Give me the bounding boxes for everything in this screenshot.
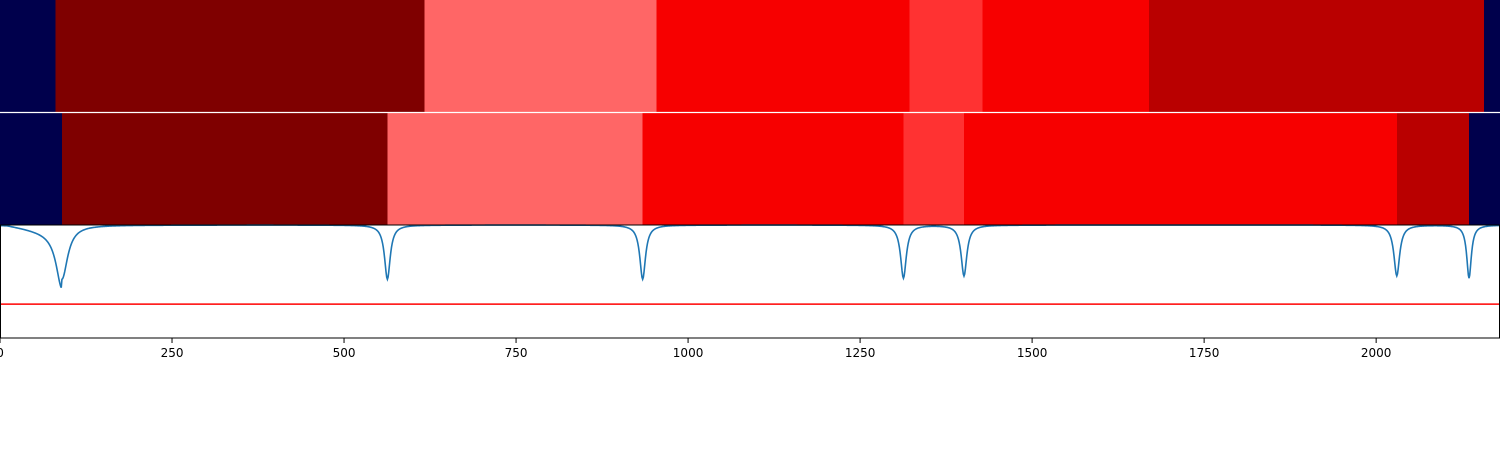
heatmap-segment: [982, 0, 1150, 113]
heatmap-segment: [1396, 112, 1470, 225]
heatmap-segment: [0, 112, 62, 225]
heatmap-segment: [61, 112, 388, 225]
x-axis: 0 250 500 750 1000 1250 1500 1750 2000: [0, 338, 1391, 360]
x-tick-label: 1250: [845, 346, 876, 360]
heatmap-segment: [55, 0, 425, 113]
signal-line: [0, 224, 1500, 288]
heatmap-segment: [424, 0, 657, 113]
x-tick-label: 2000: [1361, 346, 1392, 360]
x-tick-label: 500: [333, 346, 356, 360]
heatmap-row-1: [0, 0, 1500, 113]
signal-panel: [0, 224, 1500, 339]
x-tick-label: 0: [0, 346, 4, 360]
heatmap-row-2: [0, 112, 1500, 225]
x-tick-label: 1500: [1017, 346, 1048, 360]
signal-panel-frame: [0, 224, 1500, 339]
heatmap-segment: [903, 112, 964, 225]
heatmap-segment: [642, 112, 904, 225]
x-tick-label: 250: [161, 346, 184, 360]
x-tick-label: 1000: [673, 346, 704, 360]
heatmap-segment: [387, 112, 643, 225]
x-tick-label: 750: [505, 346, 528, 360]
heatmap-segment: [909, 0, 983, 113]
heatmap-segment: [1469, 112, 1500, 225]
heatmap-segment: [0, 0, 56, 113]
heatmap-rows: [0, 0, 1500, 225]
heatmap-segment: [656, 0, 910, 113]
heatmap-segment: [963, 112, 1397, 225]
heatmap-segment: [1149, 0, 1485, 113]
heatmap-segment: [1484, 0, 1500, 113]
x-tick-label: 1750: [1189, 346, 1220, 360]
